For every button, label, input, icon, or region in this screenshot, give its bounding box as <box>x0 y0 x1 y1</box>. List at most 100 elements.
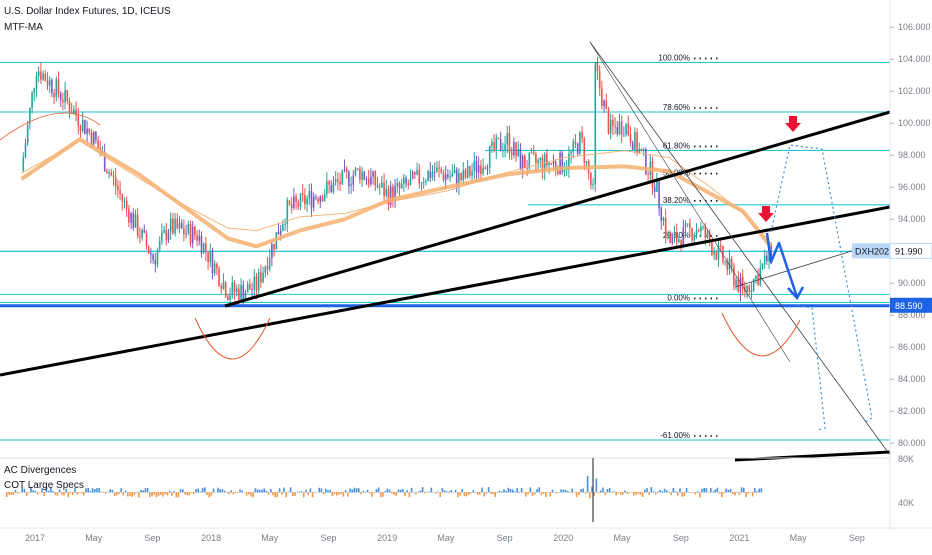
ac-histogram-bar <box>369 492 371 494</box>
ac-histogram-bar <box>712 491 714 493</box>
ac-histogram-bar <box>468 492 470 495</box>
candle-body <box>282 224 284 231</box>
candle-body <box>427 171 429 182</box>
candle-body <box>84 119 86 134</box>
ac-histogram-bar <box>751 492 754 497</box>
candle-body <box>438 167 440 169</box>
candle-body <box>532 152 535 155</box>
candle-body <box>574 141 577 144</box>
candle-body <box>372 171 374 177</box>
candle-body <box>519 148 522 170</box>
ac-histogram-bar <box>228 492 230 495</box>
ac-histogram-bar <box>483 492 485 497</box>
ac-histogram-bar <box>564 489 567 493</box>
candle-body <box>77 115 80 126</box>
candle-body <box>374 171 377 186</box>
ac-histogram-bar <box>688 491 690 493</box>
ac-histogram-bar <box>215 492 217 493</box>
ac-histogram-bar <box>503 489 505 493</box>
candle-body <box>766 255 768 262</box>
candle-body <box>420 182 423 184</box>
ac-histogram-bar <box>659 490 661 493</box>
ac-histogram-bar <box>569 492 571 493</box>
ac-histogram-bar <box>76 492 78 495</box>
support-value-label: 88.590 <box>895 301 923 311</box>
ac-histogram-bar <box>162 492 164 497</box>
candle-body <box>627 124 630 135</box>
ac-histogram-bar <box>30 487 32 493</box>
candle-body <box>367 178 370 185</box>
ac-histogram-bar <box>725 488 727 493</box>
candle-body <box>156 250 159 265</box>
ac-histogram-bar <box>45 487 48 493</box>
candle-body <box>680 239 682 248</box>
candle-body <box>675 232 678 243</box>
ac-histogram-bar <box>265 490 268 493</box>
time-tick-label: 2018 <box>201 533 221 543</box>
candle-body <box>337 179 339 182</box>
ac-histogram-bar <box>536 489 538 493</box>
ac-histogram-bar <box>366 489 369 493</box>
ac-histogram-bar <box>553 491 556 493</box>
candle-body <box>576 143 579 154</box>
ac-histogram-bar <box>430 487 433 493</box>
ac-histogram-bar <box>61 492 63 495</box>
candle-body <box>202 243 205 254</box>
candle-body <box>590 172 592 186</box>
candle-body <box>64 90 66 103</box>
candle-body <box>763 255 766 264</box>
ac-histogram-bar <box>641 492 644 498</box>
candle-body <box>504 144 506 151</box>
candle-body <box>691 228 693 241</box>
candle-body <box>431 171 434 178</box>
candle-body <box>636 132 638 153</box>
candle-body <box>359 168 361 180</box>
candle-body <box>37 71 40 76</box>
ac-histogram-bar <box>597 492 600 494</box>
candle-body <box>62 99 64 103</box>
ac-histogram-bar <box>355 488 358 493</box>
ac-histogram-bar <box>523 492 525 493</box>
ac-histogram-bar <box>439 492 441 497</box>
ac-histogram-bar <box>140 489 142 493</box>
time-tick-label: May <box>437 533 455 543</box>
ac-histogram-bar <box>157 492 160 497</box>
candle-body <box>229 295 231 300</box>
candle-body <box>310 190 313 208</box>
blue-arrowhead <box>787 286 805 301</box>
candle-body <box>425 181 427 183</box>
ac-histogram-bar <box>424 492 426 494</box>
candle-body <box>409 178 412 186</box>
arc-left <box>194 317 271 360</box>
ac-histogram-bar <box>182 489 184 493</box>
ac-histogram-bar <box>12 492 15 495</box>
arc-top <box>0 112 101 141</box>
dxh-name-label: DXH2021 <box>855 246 894 256</box>
fib-level-label: 100.00% <box>658 53 690 62</box>
candle-body <box>40 71 42 80</box>
candle-body <box>53 92 55 98</box>
candle-body <box>178 222 181 229</box>
candle-body <box>537 160 539 163</box>
ac-histogram-bar <box>459 492 461 496</box>
candle-body <box>180 222 183 229</box>
candle-body <box>686 223 689 225</box>
ac-histogram-bar <box>723 492 725 494</box>
ac-histogram-bar <box>380 492 382 498</box>
ac-histogram-bar <box>320 488 323 493</box>
ac-histogram-bar <box>509 489 512 493</box>
candle-body <box>128 208 130 223</box>
ac-histogram-bar <box>80 492 83 494</box>
ac-histogram-bar <box>679 488 681 493</box>
ac-histogram-bar <box>426 491 428 493</box>
support-value-tag <box>890 297 932 313</box>
ac-histogram-bar <box>591 486 593 493</box>
candle-body <box>295 196 297 202</box>
ac-histogram-bar <box>129 492 131 496</box>
ac-histogram-bar <box>175 492 177 498</box>
ac-histogram-bar <box>677 492 679 496</box>
candle-body <box>119 190 121 195</box>
ac-histogram-bar <box>472 490 474 493</box>
ac-histogram-bar <box>567 490 569 493</box>
